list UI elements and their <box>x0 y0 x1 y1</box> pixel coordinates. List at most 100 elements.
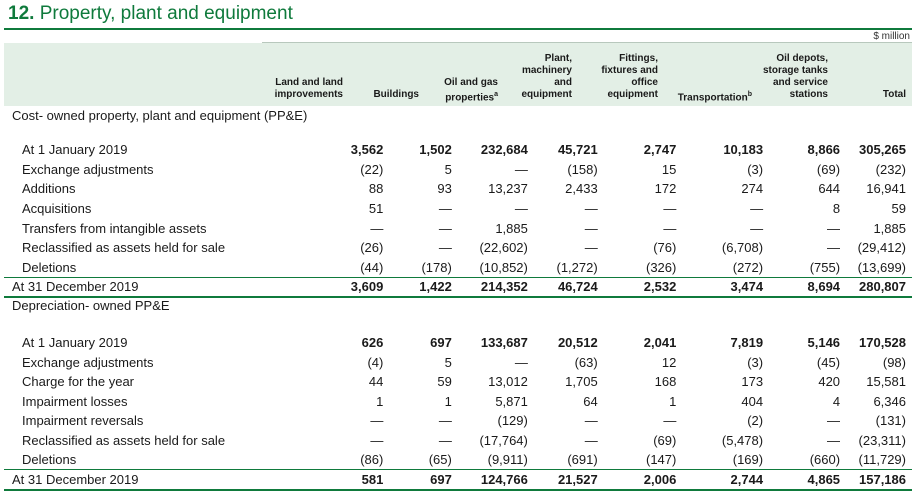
cell-value: 64 <box>583 393 598 409</box>
cell-value <box>458 297 534 315</box>
cell-value: (326) <box>645 259 677 275</box>
cell-value: — <box>370 220 384 236</box>
cell-value: 420 <box>818 374 841 390</box>
cell-value: 280,807 <box>846 276 912 298</box>
cell-value: 172 <box>654 181 677 197</box>
cell-value: 133,687 <box>480 335 528 351</box>
cell-value: — <box>827 220 841 236</box>
column-header-label: Land and land improvements <box>274 77 343 100</box>
cell-value: (3) <box>747 161 764 177</box>
column-header: Buildings <box>373 89 419 101</box>
cell-value: (29,412) <box>857 240 906 256</box>
cell-value: 232,684 <box>480 142 528 158</box>
column-header-footnote: b <box>747 91 752 98</box>
cell-value: 15,581 <box>866 374 906 390</box>
row-label: Depreciation- owned PP&E <box>12 297 170 313</box>
cell-value: (232) <box>875 161 906 177</box>
cell-value: 1,705 <box>565 374 598 390</box>
cell-value: 1,422 <box>389 276 458 298</box>
section-heading: Depreciation- owned PP&E <box>4 297 912 315</box>
cell-value <box>307 107 389 140</box>
cell-value <box>534 315 604 333</box>
cell-value: 214,352 <box>457 276 534 298</box>
column-header-label: Oil and gas properties <box>444 77 498 104</box>
cell-value: 5 <box>444 354 452 370</box>
row-label: Impairment losses <box>22 393 128 409</box>
row-label: Transfers from intangible assets <box>22 220 207 236</box>
cell-value: 6,346 <box>873 393 906 409</box>
cell-value: 3,562 <box>350 142 384 158</box>
cell-value: 2,744 <box>682 469 770 491</box>
cell-value: 59 <box>891 201 906 217</box>
cell-value: 404 <box>741 393 764 409</box>
column-header: Land and land improvements <box>275 77 343 101</box>
cell-value <box>604 297 683 315</box>
cell-value: 1,885 <box>495 220 528 236</box>
row-label: Exchange adjustments <box>22 161 154 177</box>
cell-value: — <box>514 161 528 177</box>
cell-value <box>769 297 846 315</box>
column-header-label: Plant, machinery and equipment <box>521 53 572 100</box>
table-row: Deletions (86) (65) (9,911) (691) (147) (169) (… <box>4 450 912 470</box>
table-row: Impairment reversals — — (129) — — (2) — (131) <box>4 411 912 431</box>
cell-value: (11,729) <box>858 452 906 468</box>
cell-value <box>307 315 389 333</box>
cell-value: — <box>750 201 764 217</box>
spacer-row <box>4 315 912 333</box>
page-title: 12. Property, plant and equipment <box>8 3 293 25</box>
cell-value <box>846 297 912 315</box>
cell-value <box>682 315 769 333</box>
cell-value: 1 <box>669 393 677 409</box>
cell-value: 2,747 <box>643 142 677 158</box>
cell-value: 1,502 <box>419 142 452 158</box>
cell-value: — <box>827 240 841 256</box>
total-row: At 31 December 2019 581 697 124,766 21,527 2,… <box>4 469 912 491</box>
cell-value: — <box>584 413 598 429</box>
column-header-label: Buildings <box>373 89 419 100</box>
cell-value: 3,609 <box>307 276 390 298</box>
cell-value <box>682 297 769 315</box>
section-number: 12. <box>8 3 35 24</box>
cell-value: 45,721 <box>557 142 598 158</box>
cell-value <box>769 315 846 333</box>
cell-value: 2,433 <box>565 181 598 197</box>
cell-value: (158) <box>567 161 598 177</box>
cell-value: 88 <box>368 181 384 197</box>
cell-value: 697 <box>389 469 458 491</box>
cell-value: — <box>514 201 528 217</box>
cell-value: — <box>370 433 384 449</box>
cell-value: (17,764) <box>479 433 528 449</box>
cell-value: (22,602) <box>479 240 528 256</box>
units-label: $ million <box>873 31 910 42</box>
row-label: Additions <box>22 181 76 197</box>
cell-value <box>604 107 683 140</box>
cell-value: 2,041 <box>643 335 677 351</box>
cell-value: — <box>584 220 598 236</box>
cell-value: (45) <box>816 354 841 370</box>
cell-value: — <box>584 240 598 256</box>
cell-value: (691) <box>567 452 598 468</box>
cell-value: 5,871 <box>495 393 528 409</box>
cell-value: 93 <box>437 181 452 197</box>
cell-value: — <box>438 220 452 236</box>
total-row: At 31 December 2019 3,609 1,422 214,352 46,7… <box>4 276 912 298</box>
column-header: Plant, machinery and equipment <box>521 53 572 101</box>
cell-value <box>389 297 458 315</box>
cell-value <box>846 107 912 140</box>
row-label: Reclassified as assets held for sale <box>22 240 226 256</box>
column-header-label: Total <box>882 89 906 100</box>
cell-value: 173 <box>741 374 764 390</box>
cell-value: 21,527 <box>533 469 604 491</box>
cell-value: 20,512 <box>557 335 598 351</box>
cell-value: — <box>438 201 452 217</box>
cell-value: 8,866 <box>807 142 841 158</box>
row-label: Deletions <box>22 452 77 468</box>
title-rule <box>4 28 912 30</box>
cell-value: (6,708) <box>721 240 764 256</box>
cell-value: 5,146 <box>807 335 841 351</box>
cell-value: (755) <box>809 259 841 275</box>
cell-value: 51 <box>368 201 384 217</box>
column-header: Oil and gas propertiesa <box>444 77 498 104</box>
cell-value: 1,885 <box>873 220 906 236</box>
cell-value: 13,237 <box>488 181 528 197</box>
